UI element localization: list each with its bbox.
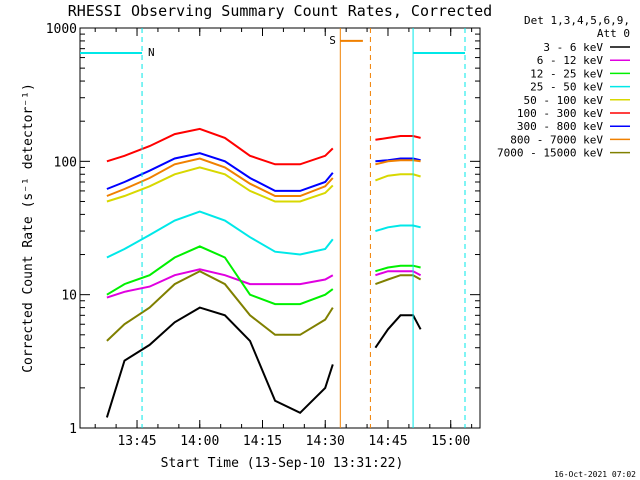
legend-label-9: 7000 - 15000 keV	[497, 147, 603, 160]
xlabel: Start Time (13-Sep-10 13:31:22)	[161, 456, 404, 471]
night-marker-label: N	[148, 46, 155, 59]
series-line-9-segment-b	[375, 274, 422, 286]
legend-header-line2: Att 0	[597, 27, 630, 40]
series-line-8-segment-a	[106, 157, 334, 197]
x-tick-label: 14:30	[306, 434, 345, 449]
series-line-3-segment-b	[375, 264, 421, 273]
x-tick-label: 14:45	[368, 434, 407, 449]
series-line-8-segment-b	[375, 159, 421, 166]
x-tick-label: 14:15	[243, 434, 282, 449]
series-line-1-segment-a	[105, 306, 334, 418]
x-tick-label: 13:45	[117, 434, 156, 449]
saa-marker-label: S	[329, 34, 336, 47]
y-tick-label: 10	[61, 289, 77, 304]
series-line-9-segment-a	[106, 270, 334, 342]
legend-label-6: 100 - 300 keV	[517, 107, 603, 120]
timestamp: 16-Oct-2021 07:02	[554, 470, 636, 479]
legend-label-3: 12 - 25 keV	[530, 67, 603, 80]
legend-label-4: 25 - 50 keV	[530, 81, 603, 94]
series-line-6-segment-a	[106, 127, 334, 166]
legend-label-1: 3 - 6 keV	[543, 41, 603, 54]
y-tick-label: 1	[69, 422, 77, 437]
x-tick-label: 15:00	[431, 434, 470, 449]
series-line-1-segment-b	[374, 314, 422, 349]
series-line-6-segment-b	[375, 135, 421, 141]
series-line-3-segment-a	[106, 245, 334, 306]
legend-label-7: 300 - 800 keV	[517, 120, 603, 133]
legend-label-2: 6 - 12 keV	[537, 54, 604, 67]
series-line-5-segment-b	[375, 173, 421, 182]
chart-title: RHESSI Observing Summary Count Rates, Co…	[68, 2, 492, 20]
series-line-2-segment-a	[106, 268, 334, 299]
series-line-4-segment-a	[106, 210, 334, 259]
y-tick-label: 100	[54, 155, 77, 170]
plot-area-border	[79, 27, 481, 429]
series-line-7-segment-b	[375, 157, 421, 163]
legend-label-8: 800 - 7000 keV	[510, 133, 603, 146]
plot-frame	[79, 27, 481, 429]
series-line-7-segment-a	[106, 152, 334, 192]
series-line-4-segment-b	[375, 224, 421, 233]
legend-label-5: 50 - 100 keV	[524, 94, 604, 107]
legend-header-line1: Det 1,3,4,5,6,9,	[524, 14, 630, 27]
x-tick-label: 14:00	[180, 434, 219, 449]
series-line-2-segment-b	[375, 270, 422, 277]
series-line-5-segment-a	[106, 166, 334, 203]
ylabel: Corrected Count Rate (s⁻¹ detector⁻¹)	[21, 83, 36, 373]
y-tick-label: 1000	[46, 22, 77, 37]
